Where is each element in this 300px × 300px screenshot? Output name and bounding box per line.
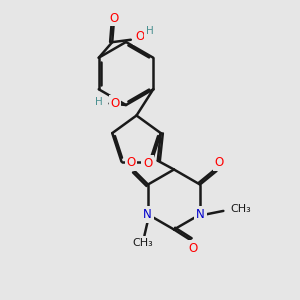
Text: O: O	[143, 157, 152, 169]
Text: CH₃: CH₃	[133, 238, 153, 248]
Text: H: H	[146, 26, 153, 36]
Text: O: O	[110, 97, 119, 110]
Text: O: O	[126, 156, 136, 169]
Text: O: O	[135, 30, 144, 43]
Text: CH₃: CH₃	[230, 204, 251, 214]
Text: N: N	[143, 208, 152, 221]
Text: O: O	[189, 242, 198, 255]
Text: O: O	[215, 156, 224, 169]
Text: H: H	[95, 97, 103, 107]
Text: O: O	[109, 12, 118, 25]
Text: N: N	[196, 208, 205, 221]
